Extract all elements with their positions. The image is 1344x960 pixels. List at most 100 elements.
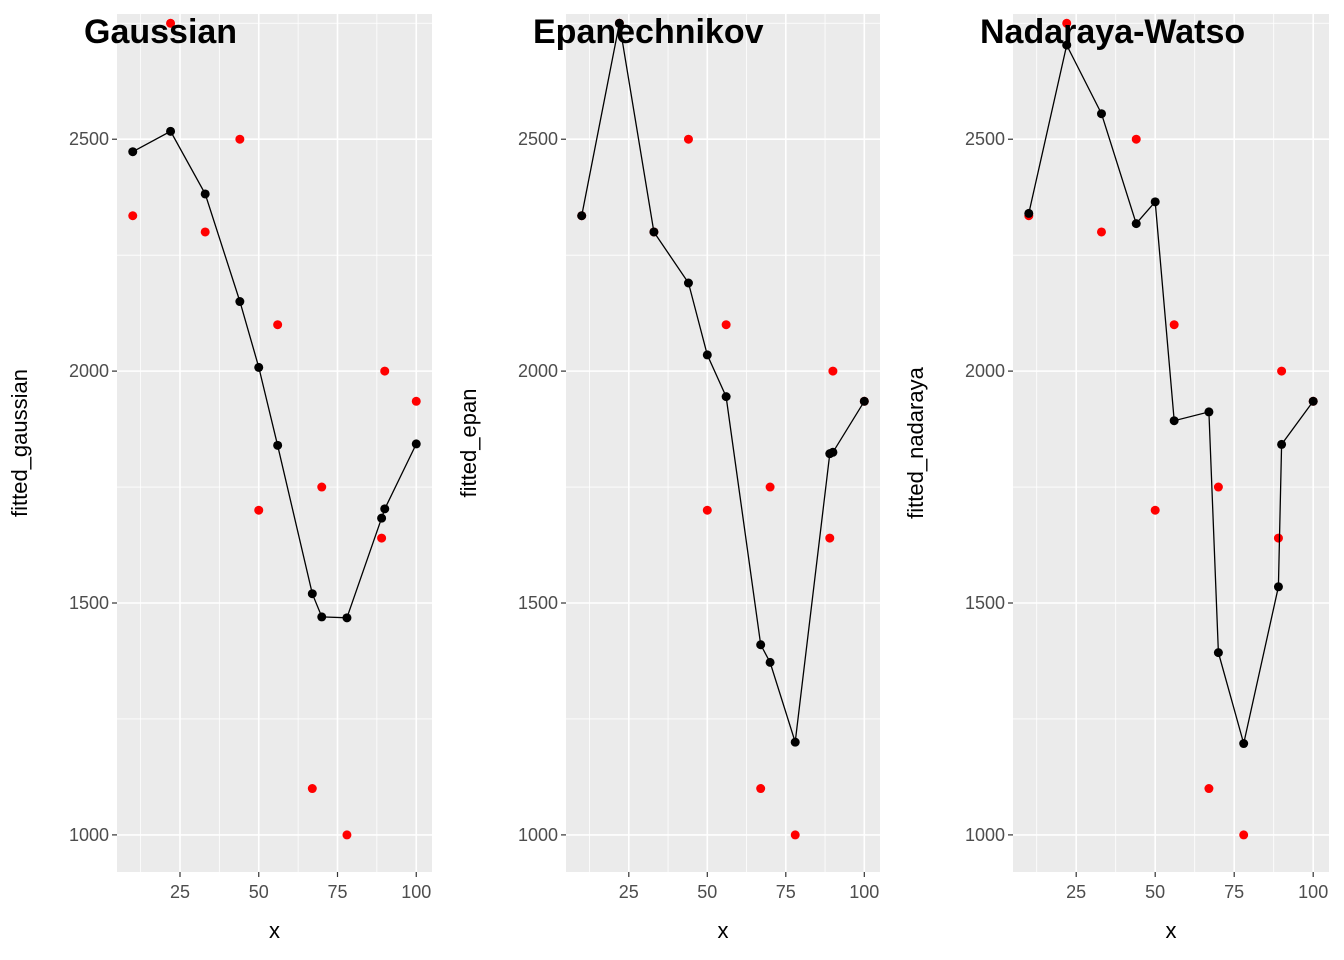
fitted-point [1204,407,1214,417]
observed-point [307,784,317,794]
observed-point [702,505,712,515]
observed-point [411,396,421,406]
fitted-point [1096,109,1106,119]
observed-point [1169,320,1179,330]
x-axis-title: x [269,918,280,943]
y-axis-title: fitted_nadaraya [903,366,928,518]
fitted-point [790,737,800,747]
y-tick-label: 2500 [518,129,558,149]
y-tick-label: 1500 [965,593,1005,613]
observed-point [790,830,800,840]
observed-point [683,134,693,144]
observed-point [317,482,327,492]
x-tick-label: 25 [1066,882,1086,902]
x-tick-label: 25 [170,882,190,902]
observed-point [721,320,731,330]
fitted-point [342,613,352,623]
fitted-point [200,189,210,199]
observed-point [1131,134,1141,144]
y-tick-label: 1000 [965,825,1005,845]
fitted-point [765,657,775,667]
observed-point [128,211,138,221]
fitted-point [317,612,327,622]
observed-point [273,320,283,330]
observed-point [1150,505,1160,515]
panel-1: 25 50 75 100 1000 1500 2000 2500 x fitted_gaussia… [7,13,432,943]
observed-point [380,366,390,376]
x-axis-title: x [718,918,729,943]
x-tick-label: 100 [849,882,879,902]
y-tick-label: 1500 [518,593,558,613]
observed-point [1273,533,1283,543]
panel-title: Gaussian [84,13,237,51]
fitted-point [377,513,387,523]
fitted-point [273,440,283,450]
fitted-point [1239,739,1249,749]
panel-background [566,14,880,872]
observed-point [1062,18,1072,28]
fitted-point [1024,208,1034,218]
panel-2: 25 50 75 100 1000 1500 2000 2500 x fitted_epan Epa… [456,13,880,943]
fitted-point [1062,40,1072,50]
observed-point [235,134,245,144]
x-tick-label: 50 [249,882,269,902]
fitted-point [1277,439,1287,449]
fitted-line [1028,43,1314,744]
observed-point [828,366,838,376]
observed-point [1239,830,1249,840]
y-tick-label: 1000 [69,825,109,845]
observed-point [1277,366,1287,376]
fitted-point [614,18,624,28]
y-tick-label: 2000 [965,361,1005,381]
x-tick-label: 50 [697,882,717,902]
fitted-point [702,350,712,360]
x-tick-label: 75 [327,882,347,902]
fitted-point [1273,582,1283,592]
observed-point [825,533,835,543]
fitted-point [1308,396,1318,406]
fitted-point [577,211,587,221]
fitted-point [411,439,421,449]
observed-point [377,533,387,543]
fitted-point [1150,197,1160,207]
y-tick-label: 1000 [518,825,558,845]
fitted-point [380,504,390,514]
observed-point [765,482,775,492]
y-tick-label: 2000 [69,361,109,381]
fitted-point [1131,219,1141,229]
x-tick-label: 100 [401,882,431,902]
x-tick-label: 75 [1224,882,1244,902]
y-tick-label: 1500 [69,593,109,613]
observed-point [166,18,176,28]
observed-point [254,505,264,515]
y-axis-title: fitted_gaussian [7,369,32,517]
x-tick-label: 100 [1298,882,1328,902]
observed-point [1204,784,1214,794]
observed-point [756,784,766,794]
panel-3: 25 50 75 100 1000 1500 2000 2500 x fitted_nadaray… [903,13,1329,943]
fitted-point [128,147,138,157]
fitted-point [683,278,693,288]
y-axis-title: fitted_epan [456,389,481,498]
fitted-point [254,362,264,372]
x-tick-label: 75 [776,882,796,902]
panel-background [1013,14,1329,872]
x-tick-label: 25 [619,882,639,902]
fitted-point [649,227,659,237]
observed-point [200,227,210,237]
x-tick-label: 50 [1145,882,1165,902]
y-tick-label: 2500 [965,129,1005,149]
observed-point [342,830,352,840]
fitted-point [166,126,176,136]
observed-point [1213,482,1223,492]
fitted-point [721,392,731,402]
y-tick-label: 2500 [69,129,109,149]
panel-title: Epanechnikov [533,13,764,51]
fitted-point [1169,416,1179,426]
panel-title: Nadaraya-Watso [980,13,1245,51]
fitted-point [859,396,869,406]
fitted-point [235,297,245,307]
fitted-point [756,640,766,650]
y-tick-label: 2000 [518,361,558,381]
